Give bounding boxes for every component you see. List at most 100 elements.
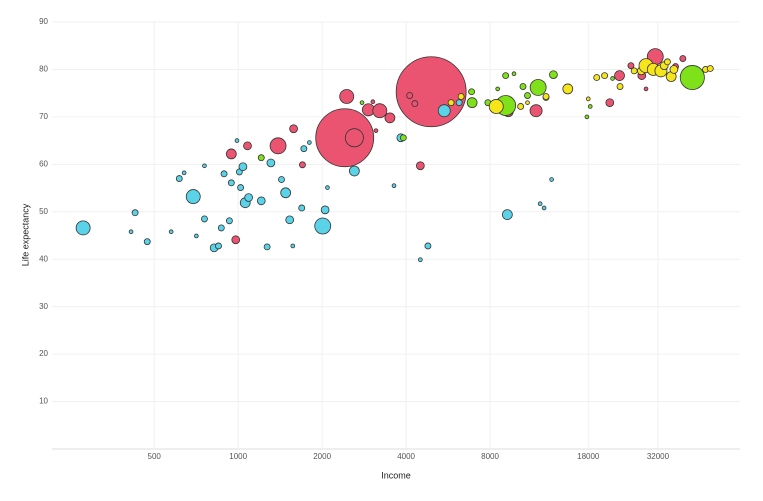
bubble	[237, 184, 244, 192]
bubble	[643, 86, 649, 92]
x-tick-label: 1000	[229, 452, 247, 461]
y-tick-label: 80	[39, 65, 48, 74]
bubble	[468, 88, 476, 96]
bubble	[225, 217, 233, 225]
x-tick-label: 32000	[647, 452, 670, 461]
bubble	[524, 92, 531, 99]
bubble	[181, 170, 187, 176]
bubble	[320, 205, 330, 215]
bubble	[315, 108, 375, 168]
bubble	[541, 205, 547, 211]
bubble	[289, 124, 298, 134]
bubble	[225, 148, 237, 160]
bubble	[217, 224, 225, 232]
bubble	[601, 72, 609, 80]
bubble	[593, 74, 601, 81]
bubble	[537, 201, 543, 207]
x-axis-title: Income	[381, 470, 411, 480]
y-axis-title: Life expectancy	[20, 203, 30, 266]
bubble	[614, 70, 625, 81]
bubble	[502, 72, 510, 80]
bubble	[299, 161, 306, 169]
bubble	[457, 93, 465, 100]
x-tick-label: 2000	[313, 452, 331, 461]
bubble	[610, 76, 615, 81]
bubble	[542, 93, 550, 100]
bubble	[168, 229, 174, 235]
bubble	[455, 99, 463, 107]
bubble	[307, 140, 312, 145]
bubble	[424, 242, 432, 250]
bubble	[511, 71, 517, 77]
y-tick-label: 20	[39, 349, 48, 358]
bubble	[285, 215, 295, 225]
bubble	[447, 99, 455, 107]
bubble	[372, 103, 388, 119]
bubble	[406, 92, 414, 99]
bubble	[202, 163, 207, 169]
bubble	[391, 183, 397, 188]
bubble	[314, 217, 332, 235]
bubble	[529, 79, 547, 96]
x-tick-label: 500	[148, 452, 162, 461]
bubble	[175, 175, 183, 182]
bubble	[269, 137, 287, 155]
bubble	[584, 114, 590, 120]
bubble	[339, 89, 355, 104]
bubble	[370, 99, 376, 105]
bubble	[300, 145, 308, 153]
bubble	[395, 56, 467, 128]
bubble	[298, 204, 306, 212]
bubble	[231, 235, 241, 245]
bubble	[679, 55, 687, 62]
bubble	[488, 99, 504, 114]
x-tick-label: 8000	[481, 452, 499, 461]
bubble	[215, 242, 222, 250]
bubble	[679, 65, 705, 91]
bubble	[194, 233, 199, 239]
bubble	[587, 104, 593, 109]
bubble	[278, 176, 285, 183]
bubble	[416, 161, 425, 171]
bubble	[562, 83, 574, 95]
bubble	[630, 67, 638, 75]
bubble	[418, 257, 423, 263]
y-tick-label: 40	[39, 254, 48, 263]
bubble	[325, 185, 330, 190]
bubble	[616, 83, 624, 90]
bubble	[244, 193, 253, 202]
y-tick-label: 60	[39, 159, 48, 168]
bubble	[349, 165, 360, 177]
bubble	[234, 138, 240, 143]
bubble	[257, 154, 265, 162]
bubble	[227, 179, 235, 187]
bubble	[143, 238, 151, 246]
bubble	[669, 65, 679, 74]
x-tick-label: 4000	[397, 452, 415, 461]
bubble	[344, 128, 364, 148]
bubble	[663, 58, 671, 66]
y-tick-label: 10	[39, 397, 48, 406]
y-tick-label: 50	[39, 207, 48, 216]
y-tick-label: 90	[39, 17, 48, 26]
bubble	[437, 104, 451, 118]
bubble	[373, 128, 379, 133]
bubble	[75, 220, 91, 236]
bubble	[517, 103, 525, 110]
bubble	[238, 162, 248, 172]
bubble	[549, 177, 554, 182]
bubble	[466, 97, 478, 109]
y-tick-label: 70	[39, 112, 48, 121]
bubble	[280, 187, 292, 199]
bubble	[495, 86, 500, 92]
bubble	[128, 229, 134, 235]
bubble	[529, 104, 543, 118]
bubble	[266, 158, 276, 168]
bubble	[706, 65, 714, 72]
bubble	[519, 83, 527, 90]
bubble	[627, 62, 635, 70]
bubble	[525, 100, 530, 105]
bubble	[263, 243, 271, 251]
bubble	[201, 215, 208, 223]
